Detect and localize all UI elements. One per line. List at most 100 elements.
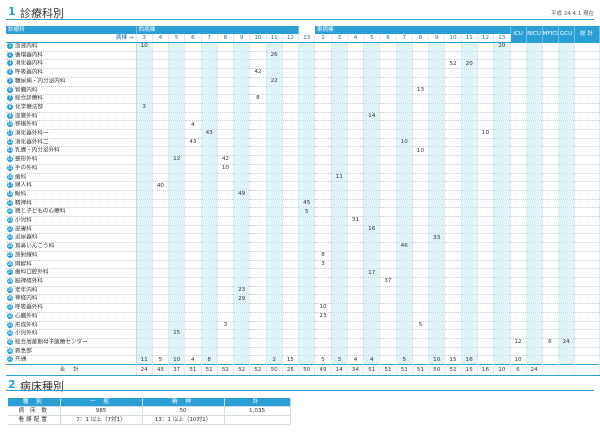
bed-count-cell bbox=[347, 94, 365, 104]
bed-count-cell bbox=[168, 199, 186, 209]
bed-count-cell bbox=[428, 321, 446, 331]
bed-count-cell bbox=[233, 94, 251, 104]
bed-count-cell bbox=[363, 51, 381, 61]
department-row: 14整形外科124254 bbox=[6, 155, 600, 165]
department-name: 小児科 bbox=[15, 217, 32, 224]
bed-count-cell bbox=[136, 260, 153, 270]
bed-count-cell bbox=[526, 173, 543, 183]
bed-count-cell bbox=[526, 303, 543, 313]
bed-count-cell bbox=[249, 312, 267, 322]
bed-count-cell bbox=[526, 42, 543, 52]
bed-count-cell bbox=[526, 138, 543, 148]
bed-count-cell bbox=[363, 94, 381, 104]
bed-count-cell bbox=[331, 312, 348, 322]
bed-count-cell bbox=[331, 260, 348, 270]
bed-count-cell bbox=[461, 68, 478, 78]
bed-count-cell bbox=[493, 51, 511, 61]
bed-count-cell bbox=[526, 59, 543, 70]
bed-count-cell bbox=[233, 277, 251, 287]
bed-count-cell bbox=[574, 338, 600, 348]
bed-count-cell bbox=[574, 51, 600, 61]
bed-count-cell bbox=[510, 268, 527, 278]
bed-count-cell bbox=[444, 251, 462, 261]
bed-count-cell bbox=[461, 294, 478, 305]
department-name-cell: 4 呼吸器内科 bbox=[6, 68, 137, 78]
sum-cell: 52 bbox=[249, 364, 267, 377]
bed-count-cell bbox=[412, 277, 430, 287]
bed-count-cell bbox=[298, 190, 316, 200]
department-row: 25放射線科88 bbox=[6, 251, 600, 261]
bed-count-cell bbox=[461, 329, 478, 339]
bed-count-cell bbox=[461, 338, 478, 348]
bed-count-cell bbox=[184, 277, 202, 287]
bed-count-cell bbox=[542, 251, 559, 261]
row-number-badge: 8 bbox=[7, 103, 13, 110]
bed-count-cell bbox=[152, 103, 170, 113]
department-name: 放射線科 bbox=[15, 252, 38, 259]
row-number-badge: 29 bbox=[7, 286, 13, 293]
bed-count-cell bbox=[526, 51, 543, 61]
department-row: 20親と子どもの心療科55 bbox=[6, 207, 600, 218]
bed-count-cell bbox=[249, 268, 267, 278]
bed-count-cell bbox=[461, 225, 478, 235]
bed-count-cell bbox=[201, 277, 218, 287]
bed-count-cell bbox=[428, 294, 446, 305]
bed-count-cell bbox=[347, 129, 365, 139]
bed-count-cell bbox=[542, 347, 559, 357]
department-name: 整形外科 bbox=[15, 156, 38, 163]
bed-count-cell bbox=[574, 68, 600, 78]
bed-count-cell: 26 bbox=[266, 51, 283, 61]
bed-count-cell bbox=[168, 42, 186, 52]
bed-count-cell bbox=[510, 94, 527, 104]
bed-count-cell bbox=[136, 129, 153, 139]
bed-count-cell bbox=[249, 260, 267, 270]
bed-count-cell bbox=[379, 303, 397, 313]
bed-count-cell bbox=[331, 321, 348, 331]
sum-cell: 50 bbox=[298, 364, 316, 377]
bed-count-cell bbox=[266, 338, 283, 348]
department-row: 15手の外科1010 bbox=[6, 164, 600, 174]
bed-count-cell bbox=[574, 312, 600, 322]
bed-count-cell bbox=[233, 225, 251, 235]
bed-count-cell bbox=[558, 225, 575, 235]
bed-count-cell bbox=[233, 51, 251, 61]
bed-count-cell bbox=[282, 294, 300, 305]
bed-count-cell bbox=[266, 321, 283, 331]
bed-count-cell bbox=[282, 103, 300, 113]
bed-count-cell: 3 bbox=[217, 321, 235, 331]
row-number-badge: 32 bbox=[7, 312, 13, 319]
bed-count-cell bbox=[526, 268, 543, 278]
bed-count-cell bbox=[314, 103, 332, 113]
bed-count-cell bbox=[168, 233, 186, 244]
department-name: 消化器内科 bbox=[15, 60, 43, 67]
bed-count-cell bbox=[526, 321, 543, 331]
bed-count-cell bbox=[331, 146, 348, 157]
bed-count-cell bbox=[461, 260, 478, 270]
bed-count-cell bbox=[249, 277, 267, 287]
bed-count-cell bbox=[314, 347, 332, 357]
bed-count-cell bbox=[314, 155, 332, 165]
bed-count-cell bbox=[233, 216, 251, 226]
bed-count-cell bbox=[266, 347, 283, 357]
bed-count-cell bbox=[347, 294, 365, 305]
bed-count-cell bbox=[542, 129, 559, 139]
bed-count-cell bbox=[314, 199, 332, 209]
bed-count-cell bbox=[526, 68, 543, 78]
bed-count-cell bbox=[396, 312, 413, 322]
bed-count-cell bbox=[168, 216, 186, 226]
bed-count-cell bbox=[249, 51, 267, 61]
bed-count-cell bbox=[412, 51, 430, 61]
bed-count-cell bbox=[201, 181, 218, 191]
bed-count-cell bbox=[477, 146, 495, 157]
bed-count-cell bbox=[526, 199, 543, 209]
department-row: 31呼吸器外科1010 bbox=[6, 303, 600, 313]
bed-count-cell bbox=[396, 199, 413, 209]
bed-count-cell: 12 bbox=[510, 338, 527, 348]
department-name: 皮膚科 bbox=[15, 226, 32, 233]
bed-count-cell bbox=[574, 77, 600, 87]
bed-count-cell bbox=[233, 268, 251, 278]
department-name-cell: 2 循環器内科 bbox=[6, 51, 137, 61]
bed-count-cell bbox=[314, 112, 332, 122]
bed-count-cell bbox=[412, 268, 430, 278]
bed-count-cell bbox=[331, 138, 348, 148]
